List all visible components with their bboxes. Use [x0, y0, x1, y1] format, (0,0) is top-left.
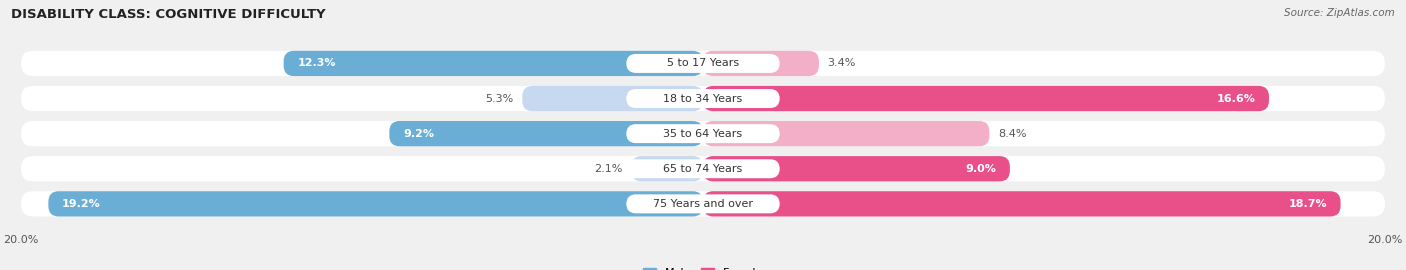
Text: 20.0%: 20.0% — [1367, 235, 1403, 245]
Text: 8.4%: 8.4% — [998, 129, 1026, 139]
FancyBboxPatch shape — [703, 156, 1010, 181]
FancyBboxPatch shape — [21, 86, 1385, 111]
Text: 20.0%: 20.0% — [3, 235, 39, 245]
Text: 2.1%: 2.1% — [595, 164, 623, 174]
Text: 5 to 17 Years: 5 to 17 Years — [666, 58, 740, 69]
FancyBboxPatch shape — [626, 54, 780, 73]
Text: Source: ZipAtlas.com: Source: ZipAtlas.com — [1284, 8, 1395, 18]
FancyBboxPatch shape — [626, 159, 780, 178]
Text: 3.4%: 3.4% — [828, 58, 856, 69]
Text: 18.7%: 18.7% — [1288, 199, 1327, 209]
Text: 65 to 74 Years: 65 to 74 Years — [664, 164, 742, 174]
Text: 12.3%: 12.3% — [297, 58, 336, 69]
Text: 35 to 64 Years: 35 to 64 Years — [664, 129, 742, 139]
FancyBboxPatch shape — [703, 191, 1340, 217]
FancyBboxPatch shape — [703, 121, 990, 146]
Text: DISABILITY CLASS: COGNITIVE DIFFICULTY: DISABILITY CLASS: COGNITIVE DIFFICULTY — [11, 8, 326, 21]
FancyBboxPatch shape — [631, 156, 703, 181]
Text: 19.2%: 19.2% — [62, 199, 101, 209]
FancyBboxPatch shape — [626, 124, 780, 143]
Text: 9.2%: 9.2% — [404, 129, 434, 139]
FancyBboxPatch shape — [389, 121, 703, 146]
Text: 16.6%: 16.6% — [1216, 93, 1256, 104]
FancyBboxPatch shape — [703, 86, 1270, 111]
FancyBboxPatch shape — [21, 156, 1385, 181]
FancyBboxPatch shape — [284, 51, 703, 76]
FancyBboxPatch shape — [21, 51, 1385, 76]
FancyBboxPatch shape — [48, 191, 703, 217]
Text: 9.0%: 9.0% — [966, 164, 997, 174]
FancyBboxPatch shape — [626, 194, 780, 213]
Legend: Male, Female: Male, Female — [638, 263, 768, 270]
FancyBboxPatch shape — [703, 51, 818, 76]
FancyBboxPatch shape — [21, 191, 1385, 217]
FancyBboxPatch shape — [626, 89, 780, 108]
Text: 5.3%: 5.3% — [485, 93, 513, 104]
FancyBboxPatch shape — [522, 86, 703, 111]
Text: 18 to 34 Years: 18 to 34 Years — [664, 93, 742, 104]
Text: 75 Years and over: 75 Years and over — [652, 199, 754, 209]
FancyBboxPatch shape — [21, 121, 1385, 146]
